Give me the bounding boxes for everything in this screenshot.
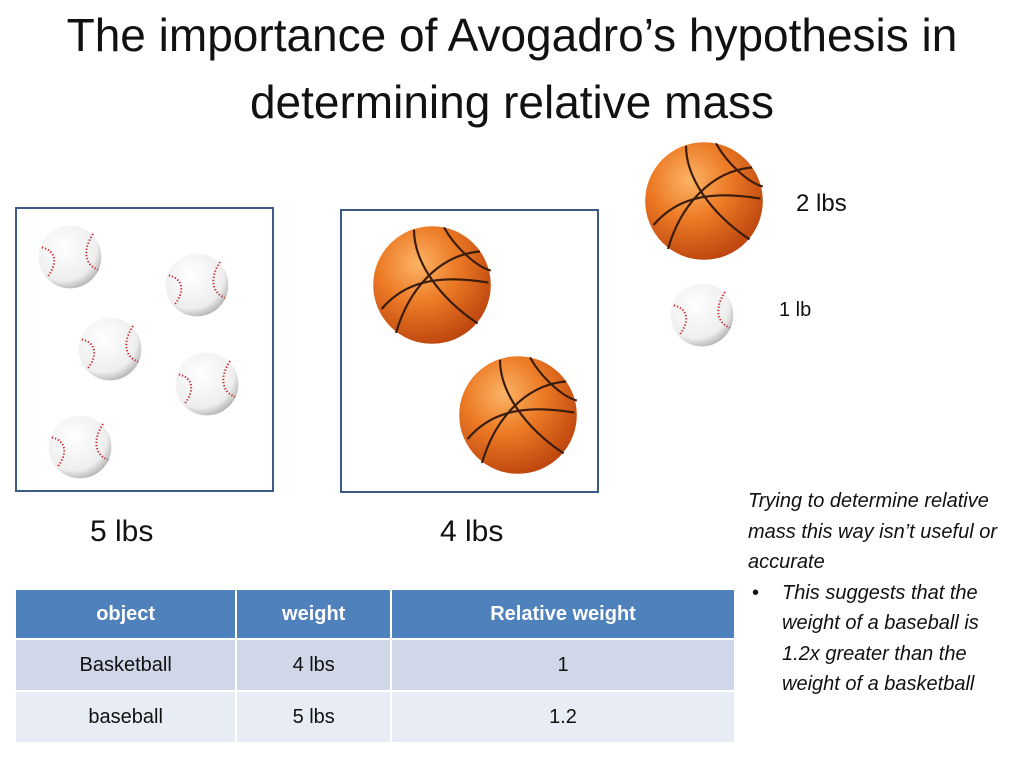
baseball-weight-label: 1 lb (779, 299, 812, 321)
slide-title: The importance of Avogadro’s hypothesis … (66, 9, 958, 128)
table-row: Basketball 4 lbs 1 (13, 638, 736, 692)
basketball-icon (644, 141, 764, 261)
column-header-weight: weight (235, 588, 393, 640)
column-header-object: object (13, 588, 238, 640)
table-cell: Basketball (13, 638, 238, 692)
table-cell: 5 lbs (235, 690, 393, 744)
table-cell: 1.2 (390, 690, 736, 744)
table-cell: baseball (13, 690, 238, 744)
baseball-icon (38, 225, 102, 289)
baseballs-total-label: 5 lbs (90, 515, 154, 548)
relative-weight-table: object weight Relative weight Basketball… (13, 588, 736, 744)
table-header-row: object weight Relative weight (13, 588, 736, 640)
notes-bullet: This suggests that the weight of a baseb… (752, 578, 1010, 700)
table-row: baseball 5 lbs 1.2 (13, 690, 736, 744)
basketball-icon (458, 355, 578, 475)
table-cell: 4 lbs (235, 638, 393, 692)
notes-intro: Trying to determine relative mass this w… (748, 490, 997, 573)
notes-bullet-list: This suggests that the weight of a baseb… (748, 578, 1010, 700)
basketballs-total-label: 4 lbs (440, 515, 504, 548)
basketball-icon (372, 225, 492, 345)
notes-panel: Trying to determine relative mass this w… (748, 486, 1010, 700)
baseball-icon (165, 253, 229, 317)
baseball-icon (48, 415, 112, 479)
table-cell: 1 (390, 638, 736, 692)
baseball-icon (670, 283, 734, 347)
baseball-icon (78, 317, 142, 381)
column-header-relative-weight: Relative weight (390, 588, 736, 640)
basketball-weight-label: 2 lbs (796, 190, 847, 217)
baseball-icon (175, 352, 239, 416)
